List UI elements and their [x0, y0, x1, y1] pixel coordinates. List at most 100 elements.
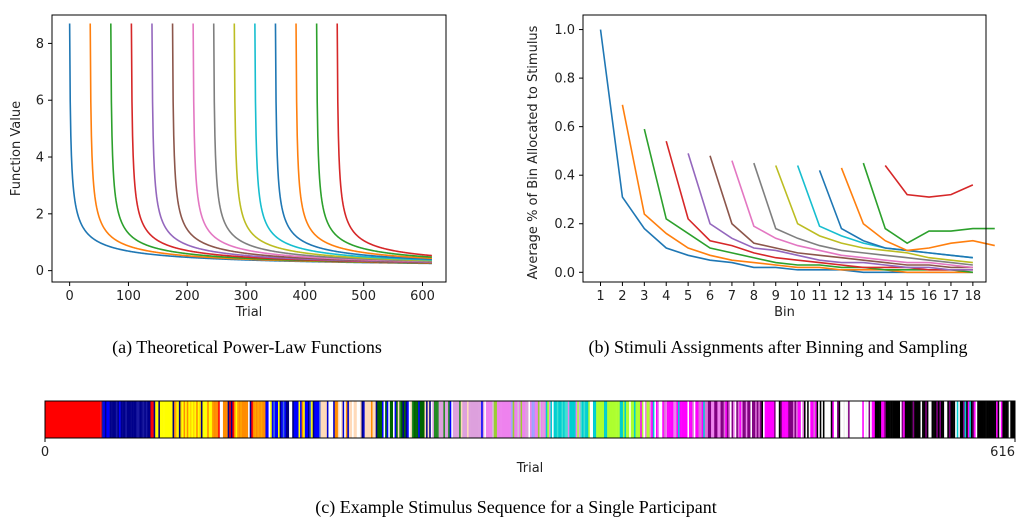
stimulus-trial-stripe: [547, 401, 550, 438]
stimulus-trial-stripe: [597, 401, 600, 438]
stimulus-trial-stripe: [229, 401, 232, 438]
stimulus-trial-stripe: [859, 401, 861, 438]
stimulus-trial-stripe: [764, 401, 767, 438]
panel-a-axes-frame: [51, 14, 447, 283]
stimulus-trial-stripe: [257, 401, 260, 438]
stimulus-trial-stripe: [838, 401, 841, 438]
stimulus-trial-stripe: [462, 401, 465, 438]
x-tick-label: 2: [618, 289, 626, 304]
stimulus-trial-stripe: [208, 401, 211, 438]
stimulus-trial-stripe: [641, 401, 644, 438]
stimulus-trial-stripe: [1010, 401, 1013, 438]
stimulus-trial-stripe: [693, 401, 696, 438]
stimulus-trial-stripe: [592, 401, 595, 438]
stimulus-trial-stripe: [586, 401, 589, 438]
stimulus-trial-stripe: [635, 401, 638, 438]
stimulus-trial-stripe: [364, 401, 367, 438]
panel-b-y-ticks: 0.0 0.2 0.4 0.6 0.8 1.0: [554, 23, 583, 281]
stimulus-trial-stripe: [544, 401, 546, 438]
stimulus-trial-stripe: [465, 401, 468, 438]
stimulus-trial-stripe: [443, 401, 446, 438]
stimulus-trial-stripe: [774, 401, 776, 438]
stimulus-trial-stripe: [952, 401, 954, 438]
stimulus-trial-stripe: [865, 401, 868, 438]
stimulus-trial-stripe: [789, 401, 792, 438]
stimulus-trial-stripe: [948, 401, 951, 438]
stimulus-trial-stripe: [843, 401, 846, 438]
stimulus-trial-stripe: [397, 401, 400, 438]
stimulus-trial-stripe: [608, 401, 611, 438]
stimulus-trial-stripe: [985, 401, 987, 438]
stimulus-trial-stripe: [470, 401, 472, 438]
stimulus-trial-stripe: [781, 401, 784, 438]
stimulus-trial-stripe: [473, 401, 476, 438]
stimulus-trial-stripe: [133, 401, 135, 438]
stimulus-trial-stripe: [759, 401, 762, 438]
stimulus-trial-stripe: [531, 401, 534, 438]
stimulus-trial-stripe: [161, 401, 164, 438]
stimulus-trial-stripe: [164, 401, 167, 438]
stimulus-trial-stripe: [345, 401, 348, 438]
stimulus-trial-stripe: [711, 401, 713, 438]
stimulus-trial-stripe: [936, 401, 939, 438]
stimulus-trial-stripe: [156, 401, 159, 438]
stimulus-trial-stripe: [449, 401, 452, 438]
x-tick-label: 616: [990, 445, 1015, 460]
stimulus-trial-stripe: [122, 401, 124, 438]
stimulus-trial-stripe: [232, 401, 235, 438]
stimulus-trial-stripe: [758, 401, 761, 438]
stimulus-trial-stripe: [300, 401, 302, 438]
stimulus-trial-stripe: [574, 401, 576, 438]
stimulus-trial-stripe: [137, 401, 140, 438]
stimulus-trial-stripe: [463, 401, 466, 438]
stimulus-trial-stripe: [972, 401, 975, 438]
stimulus-trial-stripe: [238, 401, 241, 438]
panel-c-caption: (c) Example Stimulus Sequence for a Sing…: [315, 497, 716, 518]
stimulus-trial-stripe: [518, 401, 521, 438]
stimulus-trial-stripe: [741, 401, 743, 438]
stimulus-trial-stripe: [931, 401, 934, 438]
stimulus-trial-stripe: [797, 401, 800, 438]
stimulus-trial-stripe: [775, 401, 778, 438]
stimulus-trial-stripe: [737, 401, 740, 438]
stimulus-trial-stripe: [640, 401, 643, 438]
stimulus-trial-stripe: [613, 401, 616, 438]
stimulus-trial-stripe: [424, 401, 427, 438]
bin-series-line: [687, 153, 973, 271]
stimulus-trial-stripe: [385, 401, 387, 438]
stimulus-trial-stripe: [219, 401, 222, 438]
stimulus-trial-stripe: [615, 401, 617, 438]
stimulus-trial-stripe: [265, 401, 268, 438]
stimulus-trial-stripe: [240, 401, 243, 438]
stimulus-trial-stripe: [158, 401, 161, 438]
stimulus-trial-stripe: [328, 401, 331, 438]
stimulus-trial-stripe: [334, 401, 337, 438]
stimulus-trial-stripe: [274, 401, 277, 438]
stimulus-trial-stripe: [857, 401, 860, 438]
stimulus-trial-stripe: [900, 401, 902, 438]
stimulus-trial-stripe: [794, 401, 797, 438]
stimulus-trial-stripe: [678, 401, 680, 438]
stimulus-trial-stripe: [303, 401, 306, 438]
stimulus-trial-stripe: [718, 401, 721, 438]
stimulus-trial-stripe: [755, 401, 757, 438]
stimulus-trial-stripe: [690, 401, 693, 438]
stimulus-trial-stripe: [304, 401, 307, 438]
stimulus-trial-stripe: [278, 401, 280, 438]
stimulus-trial-stripe: [515, 401, 518, 438]
stimulus-trial-stripe: [131, 401, 134, 438]
stimulus-trial-stripe: [276, 401, 279, 438]
bin-series-line: [818, 170, 973, 259]
stimulus-trial-stripe: [992, 401, 995, 438]
stimulus-trial-stripe: [391, 401, 394, 438]
stimulus-trial-stripe: [353, 401, 356, 438]
stimulus-trial-stripe: [166, 401, 169, 438]
stimulus-trial-stripe: [262, 401, 265, 438]
stimulus-trial-stripe: [204, 401, 206, 438]
stimulus-trial-stripe: [970, 401, 973, 438]
stimulus-trial-stripe: [227, 401, 230, 438]
stimulus-trial-stripe: [542, 401, 545, 438]
panel-b: 1 2 3 4 5 6 7 8 9 10 11 12 13 14 15 16 17 18 0.00.20.40.6…: [526, 14, 995, 358]
stimulus-trial-stripe: [202, 401, 205, 438]
stimulus-trial-stripe: [421, 401, 424, 438]
